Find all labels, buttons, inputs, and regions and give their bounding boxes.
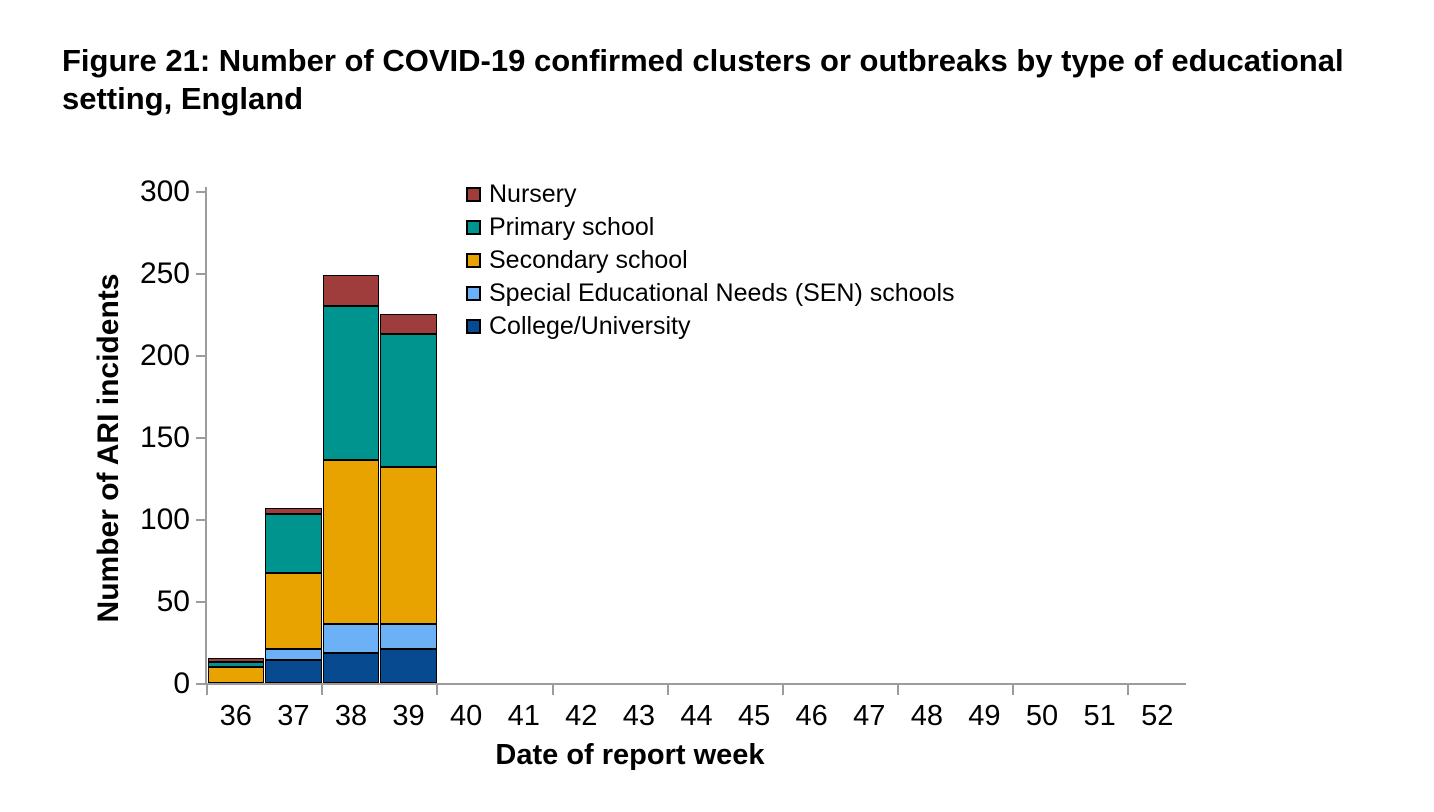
legend-swatch-icon bbox=[466, 187, 481, 202]
x-tick-label: 40 bbox=[450, 700, 483, 732]
x-tick-label: 37 bbox=[277, 700, 310, 732]
x-tick-label: 52 bbox=[1141, 700, 1174, 732]
figure-title: Figure 21: Number of COVID-19 confirmed … bbox=[62, 42, 1412, 118]
bar-segment-special-educational-needs-sen-schools-week-39 bbox=[380, 623, 437, 649]
bar-segment-primary-school-week-37 bbox=[265, 514, 322, 574]
x-tick-label: 41 bbox=[507, 700, 540, 732]
y-tick-label: 200 bbox=[139, 339, 190, 372]
bar-segment-college-university-week-39 bbox=[380, 648, 437, 683]
bar-segment-special-educational-needs-sen-schools-week-37 bbox=[265, 648, 322, 661]
x-tick bbox=[551, 685, 554, 695]
bar-segment-nursery-week-39 bbox=[380, 314, 437, 334]
x-axis-line bbox=[205, 683, 1186, 685]
figure-title-line1: Figure 21: Number of COVID-19 confirmed … bbox=[62, 43, 1344, 78]
y-tick bbox=[196, 273, 205, 275]
x-tick bbox=[897, 685, 900, 695]
figure-title-line2: setting, England bbox=[62, 81, 304, 116]
legend-swatch-icon bbox=[466, 253, 481, 268]
x-tick-label: 48 bbox=[910, 700, 943, 732]
y-tick bbox=[196, 519, 205, 521]
bar-segment-nursery-week-36 bbox=[207, 658, 265, 662]
x-axis-title: Date of report week bbox=[495, 739, 765, 771]
bar-segment-nursery-week-37 bbox=[265, 507, 322, 515]
x-tick-label: 45 bbox=[737, 700, 771, 732]
x-tick bbox=[436, 685, 439, 695]
x-tick-label: 46 bbox=[795, 700, 828, 732]
x-tick-label: 42 bbox=[565, 700, 598, 732]
bar-segment-special-educational-needs-sen-schools-week-38 bbox=[322, 623, 380, 654]
x-tick bbox=[666, 685, 669, 695]
x-tick-label: 49 bbox=[968, 700, 1001, 732]
x-tick-label: 50 bbox=[1025, 700, 1059, 732]
bar-segment-primary-school-week-36 bbox=[207, 661, 265, 667]
legend-swatch-icon bbox=[466, 319, 481, 334]
y-tick-label: 250 bbox=[139, 257, 190, 290]
legend-item: Primary school bbox=[466, 211, 955, 244]
bar-segment-primary-school-week-38 bbox=[322, 305, 380, 460]
bar-segment-secondary-school-week-38 bbox=[322, 459, 380, 624]
x-tick-label: 43 bbox=[622, 700, 656, 732]
y-axis-title: Number of ARI incidents bbox=[92, 273, 125, 623]
x-tick bbox=[206, 685, 208, 695]
legend-label: Special Educational Needs (SEN) schools bbox=[489, 279, 955, 307]
y-tick bbox=[196, 355, 205, 357]
bar-segment-secondary-school-week-39 bbox=[380, 466, 437, 624]
bar-segment-college-university-week-37 bbox=[265, 660, 322, 683]
y-tick-label: 300 bbox=[139, 175, 190, 208]
x-tick bbox=[781, 685, 784, 695]
y-tick bbox=[196, 601, 205, 603]
y-tick-label: 50 bbox=[156, 585, 190, 618]
y-tick-label: 100 bbox=[139, 503, 190, 536]
legend-label: Nursery bbox=[489, 180, 577, 208]
legend-label: Secondary school bbox=[489, 246, 688, 274]
legend-label: Primary school bbox=[489, 213, 655, 241]
x-tick-label: 47 bbox=[853, 700, 886, 732]
y-tick bbox=[196, 191, 205, 193]
x-tick bbox=[321, 685, 324, 695]
x-tick bbox=[1012, 685, 1015, 695]
legend-item: Nursery bbox=[466, 178, 955, 211]
y-tick-label: 0 bbox=[173, 667, 190, 700]
x-tick bbox=[1127, 685, 1130, 695]
x-tick-label: 39 bbox=[392, 700, 425, 732]
x-tick-label: 38 bbox=[334, 700, 368, 732]
bar-segment-secondary-school-week-37 bbox=[265, 573, 322, 649]
y-tick bbox=[196, 683, 205, 685]
legend-label: College/University bbox=[489, 312, 691, 340]
legend: Nursery Primary school Secondary school Spe… bbox=[466, 178, 955, 343]
x-tick-label: 51 bbox=[1083, 700, 1116, 732]
bar-segment-college-university-week-38 bbox=[322, 653, 380, 683]
legend-item: Special Educational Needs (SEN) schools bbox=[466, 277, 955, 310]
legend-swatch-icon bbox=[466, 286, 481, 301]
legend-item: Secondary school bbox=[466, 244, 955, 277]
x-tick-label: 44 bbox=[680, 700, 713, 732]
bar-segment-secondary-school-week-36 bbox=[207, 666, 265, 683]
bar-segment-nursery-week-38 bbox=[322, 274, 380, 306]
y-axis-line bbox=[205, 187, 207, 685]
bar-segment-primary-school-week-39 bbox=[380, 333, 437, 467]
x-tick-label: 36 bbox=[219, 700, 252, 732]
y-tick-label: 150 bbox=[139, 421, 190, 454]
legend-swatch-icon bbox=[466, 220, 481, 235]
legend-item: College/University bbox=[466, 310, 955, 343]
y-tick bbox=[196, 437, 205, 439]
